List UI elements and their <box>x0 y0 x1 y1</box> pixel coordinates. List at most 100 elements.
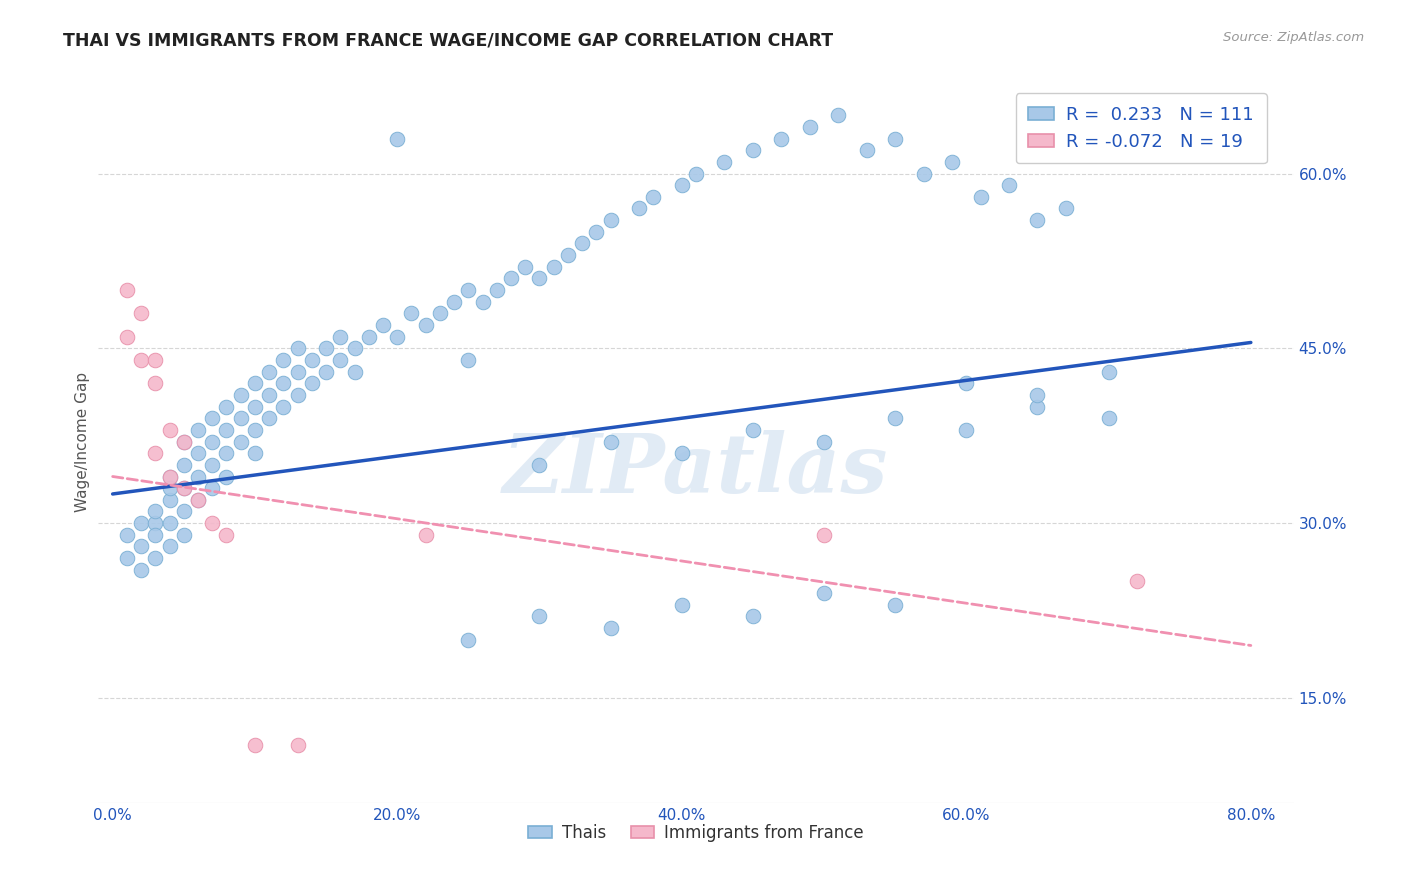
Point <box>671 446 693 460</box>
Point <box>671 178 693 193</box>
Point <box>229 388 252 402</box>
Point <box>485 283 508 297</box>
Point <box>884 598 907 612</box>
Point <box>257 388 280 402</box>
Point <box>998 178 1021 193</box>
Point <box>329 329 352 343</box>
Point <box>912 167 935 181</box>
Point <box>173 458 195 472</box>
Point <box>799 120 821 134</box>
Point <box>159 469 181 483</box>
Point <box>173 528 195 542</box>
Point <box>571 236 593 251</box>
Point <box>201 458 224 472</box>
Point <box>159 516 181 530</box>
Point <box>529 609 551 624</box>
Point <box>229 411 252 425</box>
Point <box>257 411 280 425</box>
Point <box>143 446 166 460</box>
Point <box>201 434 224 449</box>
Point <box>741 423 763 437</box>
Point <box>143 504 166 518</box>
Text: THAI VS IMMIGRANTS FROM FRANCE WAGE/INCOME GAP CORRELATION CHART: THAI VS IMMIGRANTS FROM FRANCE WAGE/INCO… <box>63 31 834 49</box>
Point <box>173 481 195 495</box>
Point <box>813 586 835 600</box>
Point <box>471 294 494 309</box>
Point <box>671 598 693 612</box>
Point <box>499 271 522 285</box>
Point <box>287 738 309 752</box>
Point <box>187 492 209 507</box>
Point <box>315 365 337 379</box>
Point <box>215 400 238 414</box>
Point <box>115 551 138 566</box>
Point <box>159 540 181 554</box>
Point <box>143 528 166 542</box>
Point <box>884 411 907 425</box>
Point <box>215 446 238 460</box>
Point <box>243 376 266 391</box>
Point <box>143 376 166 391</box>
Point <box>129 540 152 554</box>
Point <box>301 353 323 368</box>
Point <box>129 563 152 577</box>
Point <box>243 738 266 752</box>
Point <box>543 260 565 274</box>
Point <box>187 423 209 437</box>
Point <box>159 469 181 483</box>
Point <box>969 190 991 204</box>
Point <box>129 306 152 320</box>
Point <box>813 434 835 449</box>
Point <box>115 329 138 343</box>
Point <box>599 621 621 635</box>
Point <box>429 306 451 320</box>
Point <box>415 318 437 332</box>
Point <box>1126 574 1149 589</box>
Point <box>173 434 195 449</box>
Point <box>229 434 252 449</box>
Point <box>143 551 166 566</box>
Point <box>215 528 238 542</box>
Point <box>315 341 337 355</box>
Point <box>173 434 195 449</box>
Point <box>343 341 366 355</box>
Point <box>628 202 651 216</box>
Point <box>770 131 793 145</box>
Point <box>159 492 181 507</box>
Point <box>741 143 763 157</box>
Point <box>643 190 665 204</box>
Point <box>415 528 437 542</box>
Point <box>1097 411 1119 425</box>
Point <box>401 306 423 320</box>
Point <box>173 481 195 495</box>
Point <box>855 143 877 157</box>
Text: Source: ZipAtlas.com: Source: ZipAtlas.com <box>1223 31 1364 45</box>
Point <box>159 423 181 437</box>
Text: ZIPatlas: ZIPatlas <box>503 431 889 510</box>
Point <box>457 632 479 647</box>
Point <box>1026 388 1049 402</box>
Point <box>529 271 551 285</box>
Point <box>1097 365 1119 379</box>
Point <box>1054 202 1077 216</box>
Point <box>343 365 366 379</box>
Point <box>301 376 323 391</box>
Point <box>1026 213 1049 227</box>
Point <box>827 108 849 122</box>
Point <box>457 353 479 368</box>
Point <box>287 341 309 355</box>
Point <box>143 516 166 530</box>
Point <box>201 481 224 495</box>
Point <box>713 154 735 169</box>
Point <box>201 411 224 425</box>
Point <box>599 213 621 227</box>
Point <box>287 388 309 402</box>
Point <box>585 225 607 239</box>
Point <box>273 353 295 368</box>
Point <box>201 516 224 530</box>
Point <box>215 469 238 483</box>
Point <box>357 329 380 343</box>
Point <box>385 131 409 145</box>
Point <box>187 492 209 507</box>
Point <box>115 528 138 542</box>
